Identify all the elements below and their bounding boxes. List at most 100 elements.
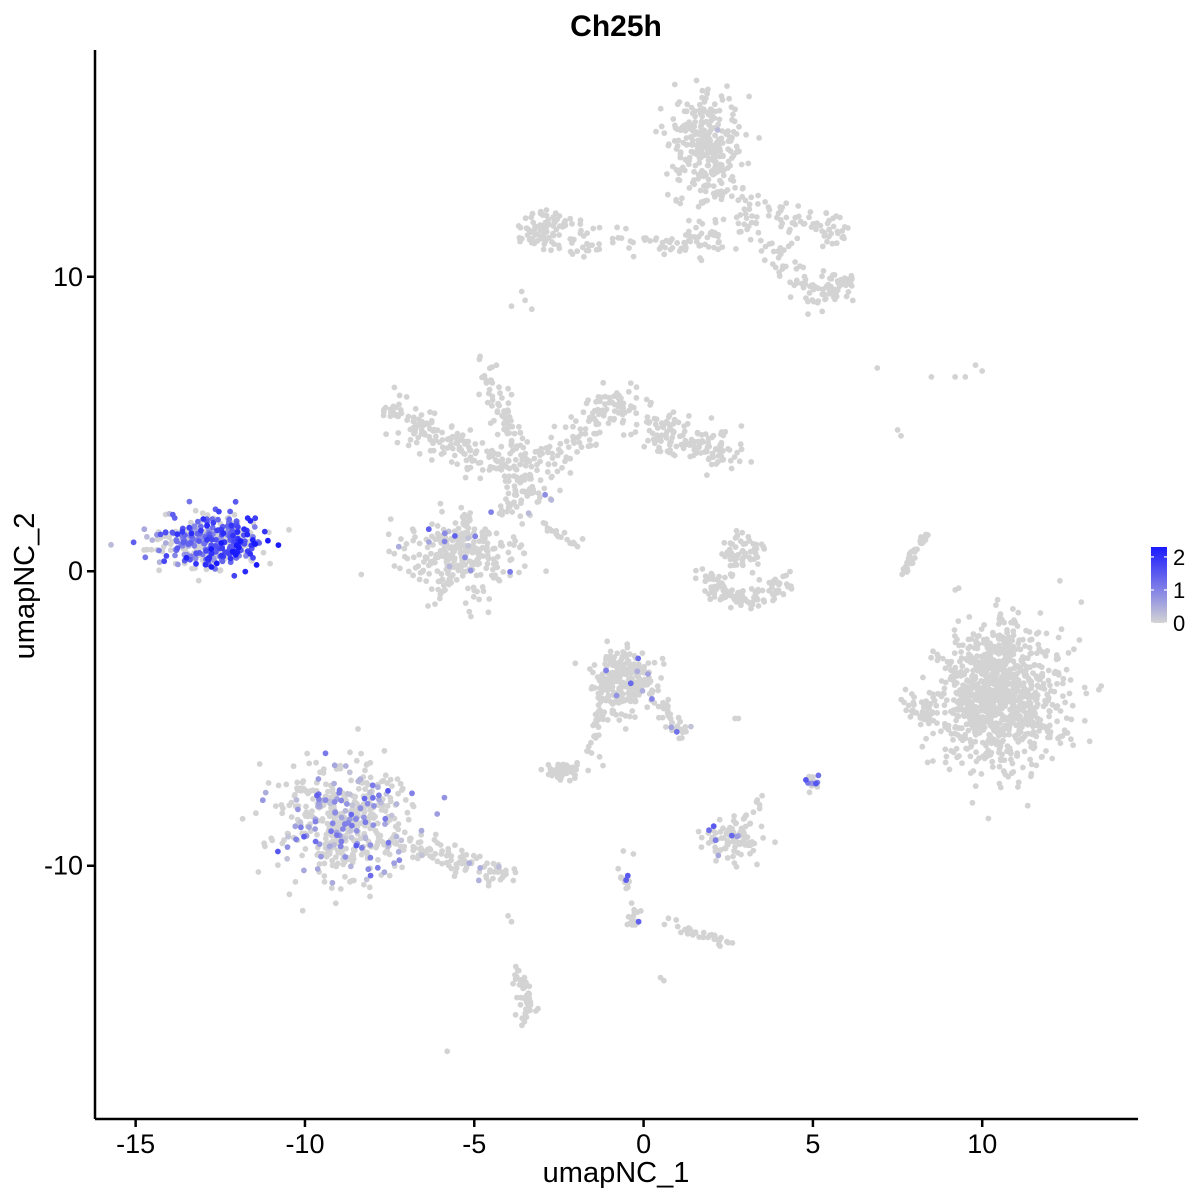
cell-point	[685, 237, 692, 244]
cell-point	[712, 219, 719, 226]
expressing-cell-point	[441, 794, 448, 801]
cell-point	[600, 379, 607, 386]
expressing-cell-point	[252, 541, 259, 547]
cell-point	[703, 182, 709, 189]
cell-point	[357, 835, 364, 842]
cell-point	[847, 278, 854, 285]
cell-point	[686, 413, 692, 419]
cell-point	[510, 877, 517, 884]
cell-point	[547, 765, 554, 772]
cell-point	[557, 487, 563, 494]
cell-point	[979, 368, 986, 374]
expressing-cell-point	[247, 518, 254, 524]
expressing-cell-point	[452, 533, 458, 539]
cell-point	[464, 519, 471, 525]
cell-point	[797, 218, 804, 225]
cell-point	[848, 272, 855, 279]
cell-point	[551, 461, 558, 467]
expressing-cell-point	[370, 822, 377, 828]
expressing-cell-point	[342, 821, 348, 827]
legend-breaks: 210	[1151, 545, 1185, 636]
cell-point	[476, 596, 482, 603]
cell-point	[747, 556, 754, 563]
cell-point	[600, 762, 606, 769]
expressing-cell-point	[475, 877, 482, 884]
cell-point	[517, 1001, 524, 1008]
cell-point	[712, 142, 719, 149]
cell-point	[405, 413, 412, 420]
cell-point	[991, 690, 998, 696]
expressing-cell-point	[393, 801, 400, 807]
cell-point	[708, 589, 715, 595]
cell-point	[953, 745, 960, 752]
cell-point	[534, 461, 540, 468]
cell-point	[722, 553, 728, 560]
cell-point	[717, 847, 724, 853]
cell-point	[605, 679, 612, 686]
cell-point	[1010, 606, 1016, 612]
cell-point	[522, 450, 529, 457]
cell-point	[942, 709, 948, 716]
cell-point	[429, 521, 435, 527]
cell-point	[517, 513, 524, 520]
cell-point	[713, 189, 720, 196]
cell-point	[663, 431, 669, 438]
cell-point	[1035, 641, 1042, 648]
expressing-cell-point	[312, 826, 318, 832]
cell-point	[794, 235, 801, 242]
expressing-cell-point	[357, 776, 364, 783]
cell-point	[952, 374, 958, 380]
cell-point	[382, 808, 389, 814]
cell-point	[569, 240, 575, 246]
cell-point	[707, 574, 714, 581]
cell-point	[432, 559, 438, 566]
cell-point	[493, 362, 500, 369]
cell-point	[731, 813, 737, 819]
cell-point	[731, 454, 738, 460]
cell-point	[756, 576, 763, 583]
expressing-cell-point	[156, 559, 163, 566]
expressing-cell-point	[340, 826, 346, 832]
cell-point	[337, 886, 344, 892]
expressing-cell-point	[488, 509, 494, 515]
expressing-cell-point	[244, 531, 251, 538]
cell-point	[755, 201, 761, 207]
cell-point	[435, 586, 442, 593]
cell-point	[1015, 609, 1022, 616]
cell-point	[648, 399, 654, 406]
cell-point	[451, 452, 458, 459]
cell-point	[484, 544, 490, 551]
cell-point	[425, 603, 431, 609]
cell-point	[463, 457, 470, 464]
cell-point	[412, 425, 419, 431]
cell-point	[987, 732, 993, 739]
cell-point	[923, 698, 929, 705]
expressing-cell-point	[218, 540, 225, 546]
cell-point	[813, 226, 819, 233]
cell-point	[997, 755, 1004, 762]
cell-point	[720, 595, 727, 601]
cell-point	[404, 555, 411, 562]
cell-point	[556, 232, 562, 238]
cell-point	[653, 128, 659, 135]
cell-point	[1034, 682, 1041, 689]
cell-point	[513, 492, 520, 498]
cell-point	[452, 842, 458, 849]
cell-point	[355, 726, 361, 732]
cell-point	[747, 548, 754, 555]
expressing-cell-point	[434, 811, 441, 817]
cell-point	[780, 573, 786, 580]
cell-point	[586, 437, 593, 443]
expressing-cell-point	[815, 772, 822, 779]
cell-point	[806, 214, 812, 221]
cell-point	[756, 805, 763, 812]
cell-point	[591, 662, 598, 668]
expressing-cell-point	[204, 522, 211, 529]
cell-point	[517, 461, 523, 468]
cell-point	[693, 77, 700, 84]
cell-point	[526, 475, 533, 482]
cell-point	[462, 867, 469, 873]
cell-point	[780, 591, 787, 598]
expressing-cell-point	[183, 554, 190, 561]
cell-point	[1028, 683, 1035, 689]
